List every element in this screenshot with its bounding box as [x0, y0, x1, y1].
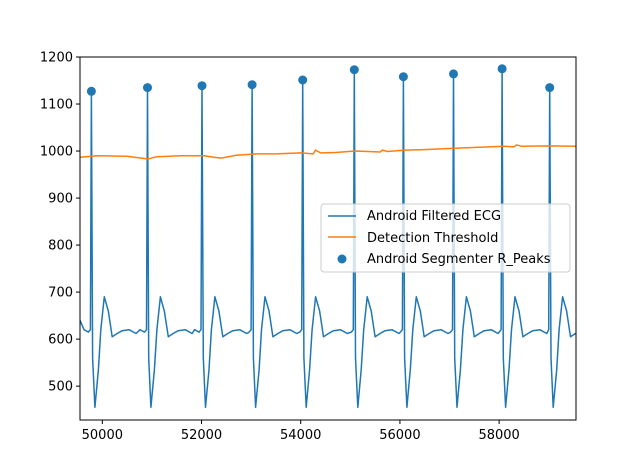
y-tick-label: 900: [48, 192, 73, 207]
r-peak-point: [497, 64, 507, 74]
legend-box: [320, 203, 571, 273]
legend-swatch-peaks: [337, 254, 347, 264]
x-tick-label: 56000: [379, 428, 420, 443]
r-peak-point: [247, 80, 257, 90]
r-peak-point: [449, 69, 458, 79]
r-peak-point: [197, 81, 207, 91]
y-axis: 500 600 700 800 900 1000 1100 1200: [40, 51, 80, 395]
r-peak-point: [398, 72, 408, 82]
legend-label-threshold: Detection Threshold: [367, 231, 498, 246]
x-tick-label: 54000: [280, 428, 321, 443]
y-tick-label: 1000: [40, 145, 73, 160]
x-axis: 50000 52000 54000 56000 58000: [82, 420, 520, 443]
y-tick-label: 1200: [40, 51, 73, 66]
y-tick-label: 1100: [40, 98, 73, 113]
legend-label-peaks: Android Segmenter R_Peaks: [367, 252, 551, 267]
r-peak-point: [298, 75, 308, 85]
legend: Android Filtered ECG Detection Threshold…: [320, 203, 571, 273]
series-line-ecg: [80, 68, 576, 409]
r-peak-point: [86, 86, 96, 96]
x-tick-label: 52000: [181, 428, 222, 443]
plot-frame: [79, 56, 577, 421]
y-tick-label: 500: [48, 380, 73, 395]
y-tick-label: 800: [48, 239, 73, 254]
y-tick-label: 700: [48, 286, 73, 301]
r-peak-point: [545, 83, 555, 93]
series-line-threshold: [80, 144, 576, 160]
legend-label-ecg: Android Filtered ECG: [367, 209, 501, 224]
x-tick-label: 58000: [478, 428, 519, 443]
x-tick-label: 50000: [82, 428, 123, 443]
r-peak-point: [143, 83, 152, 93]
y-tick-label: 600: [48, 333, 73, 348]
r-peak-point: [349, 65, 359, 75]
series-layer: [80, 64, 576, 409]
